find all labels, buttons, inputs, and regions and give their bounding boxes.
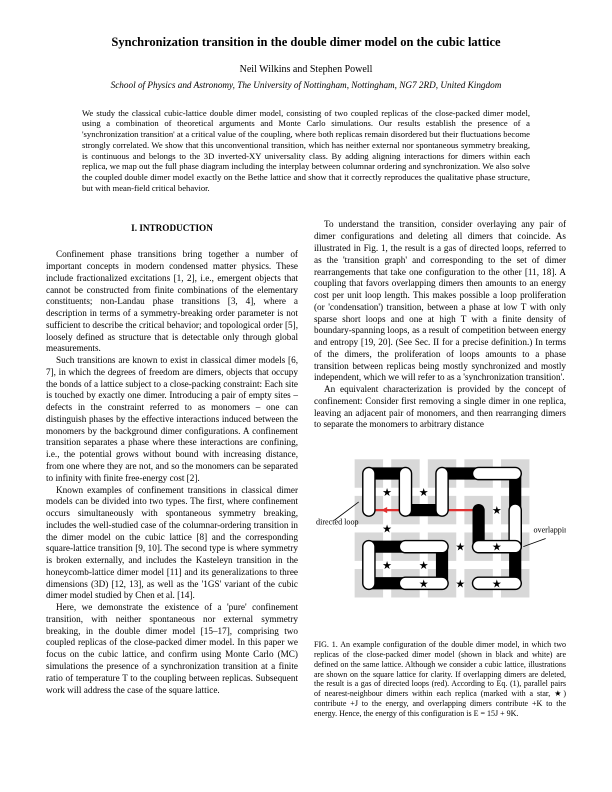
body-paragraph: Such transitions are known to exist in c… [46,355,298,484]
svg-text:★: ★ [419,579,429,591]
body-paragraph: Confinement phase transitions bring toge… [46,249,298,355]
section-heading: I. INTRODUCTION [46,223,298,235]
svg-text:★: ★ [455,542,465,554]
svg-text:★: ★ [419,505,429,517]
body-paragraph: To understand the transition, consider o… [314,219,566,384]
body-paragraph: Here, we demonstrate the existence of a … [46,602,298,696]
column-right: To understand the transition, consider o… [314,219,566,726]
svg-text:★: ★ [419,487,429,499]
page-title: Synchronization transition in the double… [46,34,566,50]
figure-1: ★ ★ ★ ★ ★ ★ ★ ★ ★ ★ ★ ★ ★ direc [314,441,566,718]
figure-1-caption: FIG. 1. An example configuration of the … [314,640,566,718]
directed-loop-label: directed loop [316,518,359,527]
column-left: I. INTRODUCTION Confinement phase transi… [46,219,298,726]
abstract: We study the classical cubic-lattice dou… [46,108,566,194]
svg-text:★: ★ [492,579,502,591]
body-paragraph: Known examples of confinement transition… [46,485,298,603]
body-paragraph: An equivalent characterization is provid… [314,384,566,431]
svg-text:★: ★ [419,560,429,572]
figure-1-diagram: ★ ★ ★ ★ ★ ★ ★ ★ ★ ★ ★ ★ ★ direc [314,441,566,634]
svg-text:★: ★ [455,469,465,481]
authors: Neil Wilkins and Stephen Powell [46,64,566,77]
svg-text:★: ★ [382,560,392,572]
svg-text:★: ★ [382,487,392,499]
svg-text:★: ★ [455,579,465,591]
affiliation: School of Physics and Astronomy, The Uni… [46,80,566,92]
svg-text:★: ★ [492,505,502,517]
two-column-body: I. INTRODUCTION Confinement phase transi… [46,219,566,726]
svg-text:★: ★ [382,524,392,536]
overlapping-dimers-label: overlapping dimers [533,526,566,535]
svg-text:★: ★ [492,542,502,554]
